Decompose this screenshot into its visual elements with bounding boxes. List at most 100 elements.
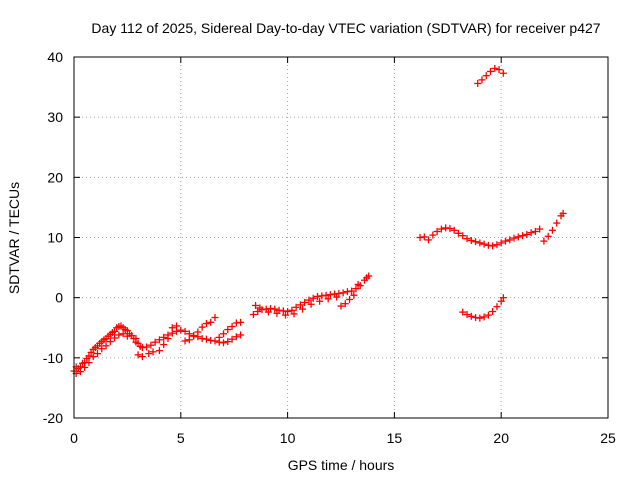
data-point <box>273 309 281 317</box>
data-point <box>106 338 114 346</box>
y-tick-label: 30 <box>47 109 63 125</box>
data-point <box>339 289 347 297</box>
data-point <box>501 237 509 245</box>
data-point <box>271 305 279 313</box>
data-point <box>160 341 168 349</box>
data-point <box>211 337 219 345</box>
data-point <box>93 350 101 358</box>
data-point <box>138 353 146 361</box>
data-point <box>544 232 552 240</box>
data-point <box>433 227 441 235</box>
data-point <box>480 240 488 248</box>
data-point <box>299 305 307 313</box>
x-axis-label: GPS time / hours <box>288 457 395 473</box>
data-point <box>459 308 467 316</box>
data-point <box>307 300 315 308</box>
data-point <box>164 335 172 343</box>
data-point <box>185 330 193 338</box>
data-point <box>559 209 567 217</box>
data-point <box>337 302 345 310</box>
x-tick-label: 25 <box>600 430 616 446</box>
data-point <box>489 308 497 316</box>
x-tick-label: 0 <box>70 430 78 446</box>
data-point <box>155 347 163 355</box>
data-point <box>211 314 219 322</box>
x-tick-label: 15 <box>387 430 403 446</box>
data-point <box>341 300 349 308</box>
data-point <box>309 294 317 302</box>
data-point <box>536 225 544 233</box>
data-point <box>215 333 223 341</box>
data-points <box>70 64 567 377</box>
data-point <box>467 312 475 320</box>
data-point <box>194 328 202 336</box>
data-point <box>472 238 480 246</box>
data-point <box>305 296 313 304</box>
data-point <box>352 285 360 293</box>
x-tick-label: 20 <box>493 430 509 446</box>
data-point <box>476 314 484 322</box>
data-point <box>111 327 119 335</box>
data-point <box>333 293 341 301</box>
data-point <box>450 226 458 234</box>
data-point <box>254 308 262 316</box>
data-point <box>493 241 501 249</box>
data-point <box>437 225 445 233</box>
data-point <box>177 326 185 334</box>
y-tick-label: 10 <box>47 230 63 246</box>
data-point <box>478 76 486 84</box>
data-point <box>296 301 304 309</box>
data-point <box>151 338 159 346</box>
data-point <box>168 324 176 332</box>
data-point <box>181 327 189 335</box>
data-point <box>119 330 127 338</box>
y-tick-label: 20 <box>47 169 63 185</box>
data-point <box>252 301 260 309</box>
data-point <box>228 335 236 343</box>
data-point <box>467 237 475 245</box>
data-point <box>155 336 163 344</box>
data-point <box>523 230 531 238</box>
y-axis-label: SDTVAR / TECUs <box>6 182 22 294</box>
data-point <box>237 318 245 326</box>
data-point <box>348 287 356 295</box>
data-point <box>463 311 471 319</box>
data-point <box>256 304 264 312</box>
data-point <box>316 297 324 305</box>
data-point <box>463 235 471 243</box>
data-point <box>497 239 505 247</box>
data-point <box>324 295 332 303</box>
data-point <box>531 227 539 235</box>
data-point <box>181 337 189 345</box>
data-point <box>420 233 428 241</box>
data-point <box>149 348 157 356</box>
data-point <box>202 320 210 328</box>
data-point <box>202 335 210 343</box>
data-point <box>220 339 228 347</box>
data-point <box>264 308 272 316</box>
data-point <box>363 274 371 282</box>
data-point <box>489 242 497 250</box>
data-point <box>487 67 495 75</box>
data-point <box>207 318 215 326</box>
data-point <box>190 332 198 340</box>
data-point <box>81 363 89 371</box>
data-point <box>497 297 505 305</box>
data-point <box>484 311 492 319</box>
data-point <box>519 232 527 240</box>
data-point <box>540 237 548 245</box>
data-point <box>185 336 193 344</box>
data-point <box>123 332 131 340</box>
data-point <box>143 343 151 351</box>
data-point <box>506 236 514 244</box>
data-point <box>232 333 240 341</box>
chart-title: Day 112 of 2025, Sidereal Day-to-day VTE… <box>91 20 600 36</box>
data-point <box>476 239 484 247</box>
y-tick-label: 40 <box>47 49 63 65</box>
data-point <box>425 236 433 244</box>
data-point <box>284 308 292 316</box>
data-point <box>480 313 488 321</box>
data-point <box>228 323 236 331</box>
data-point <box>160 333 168 341</box>
